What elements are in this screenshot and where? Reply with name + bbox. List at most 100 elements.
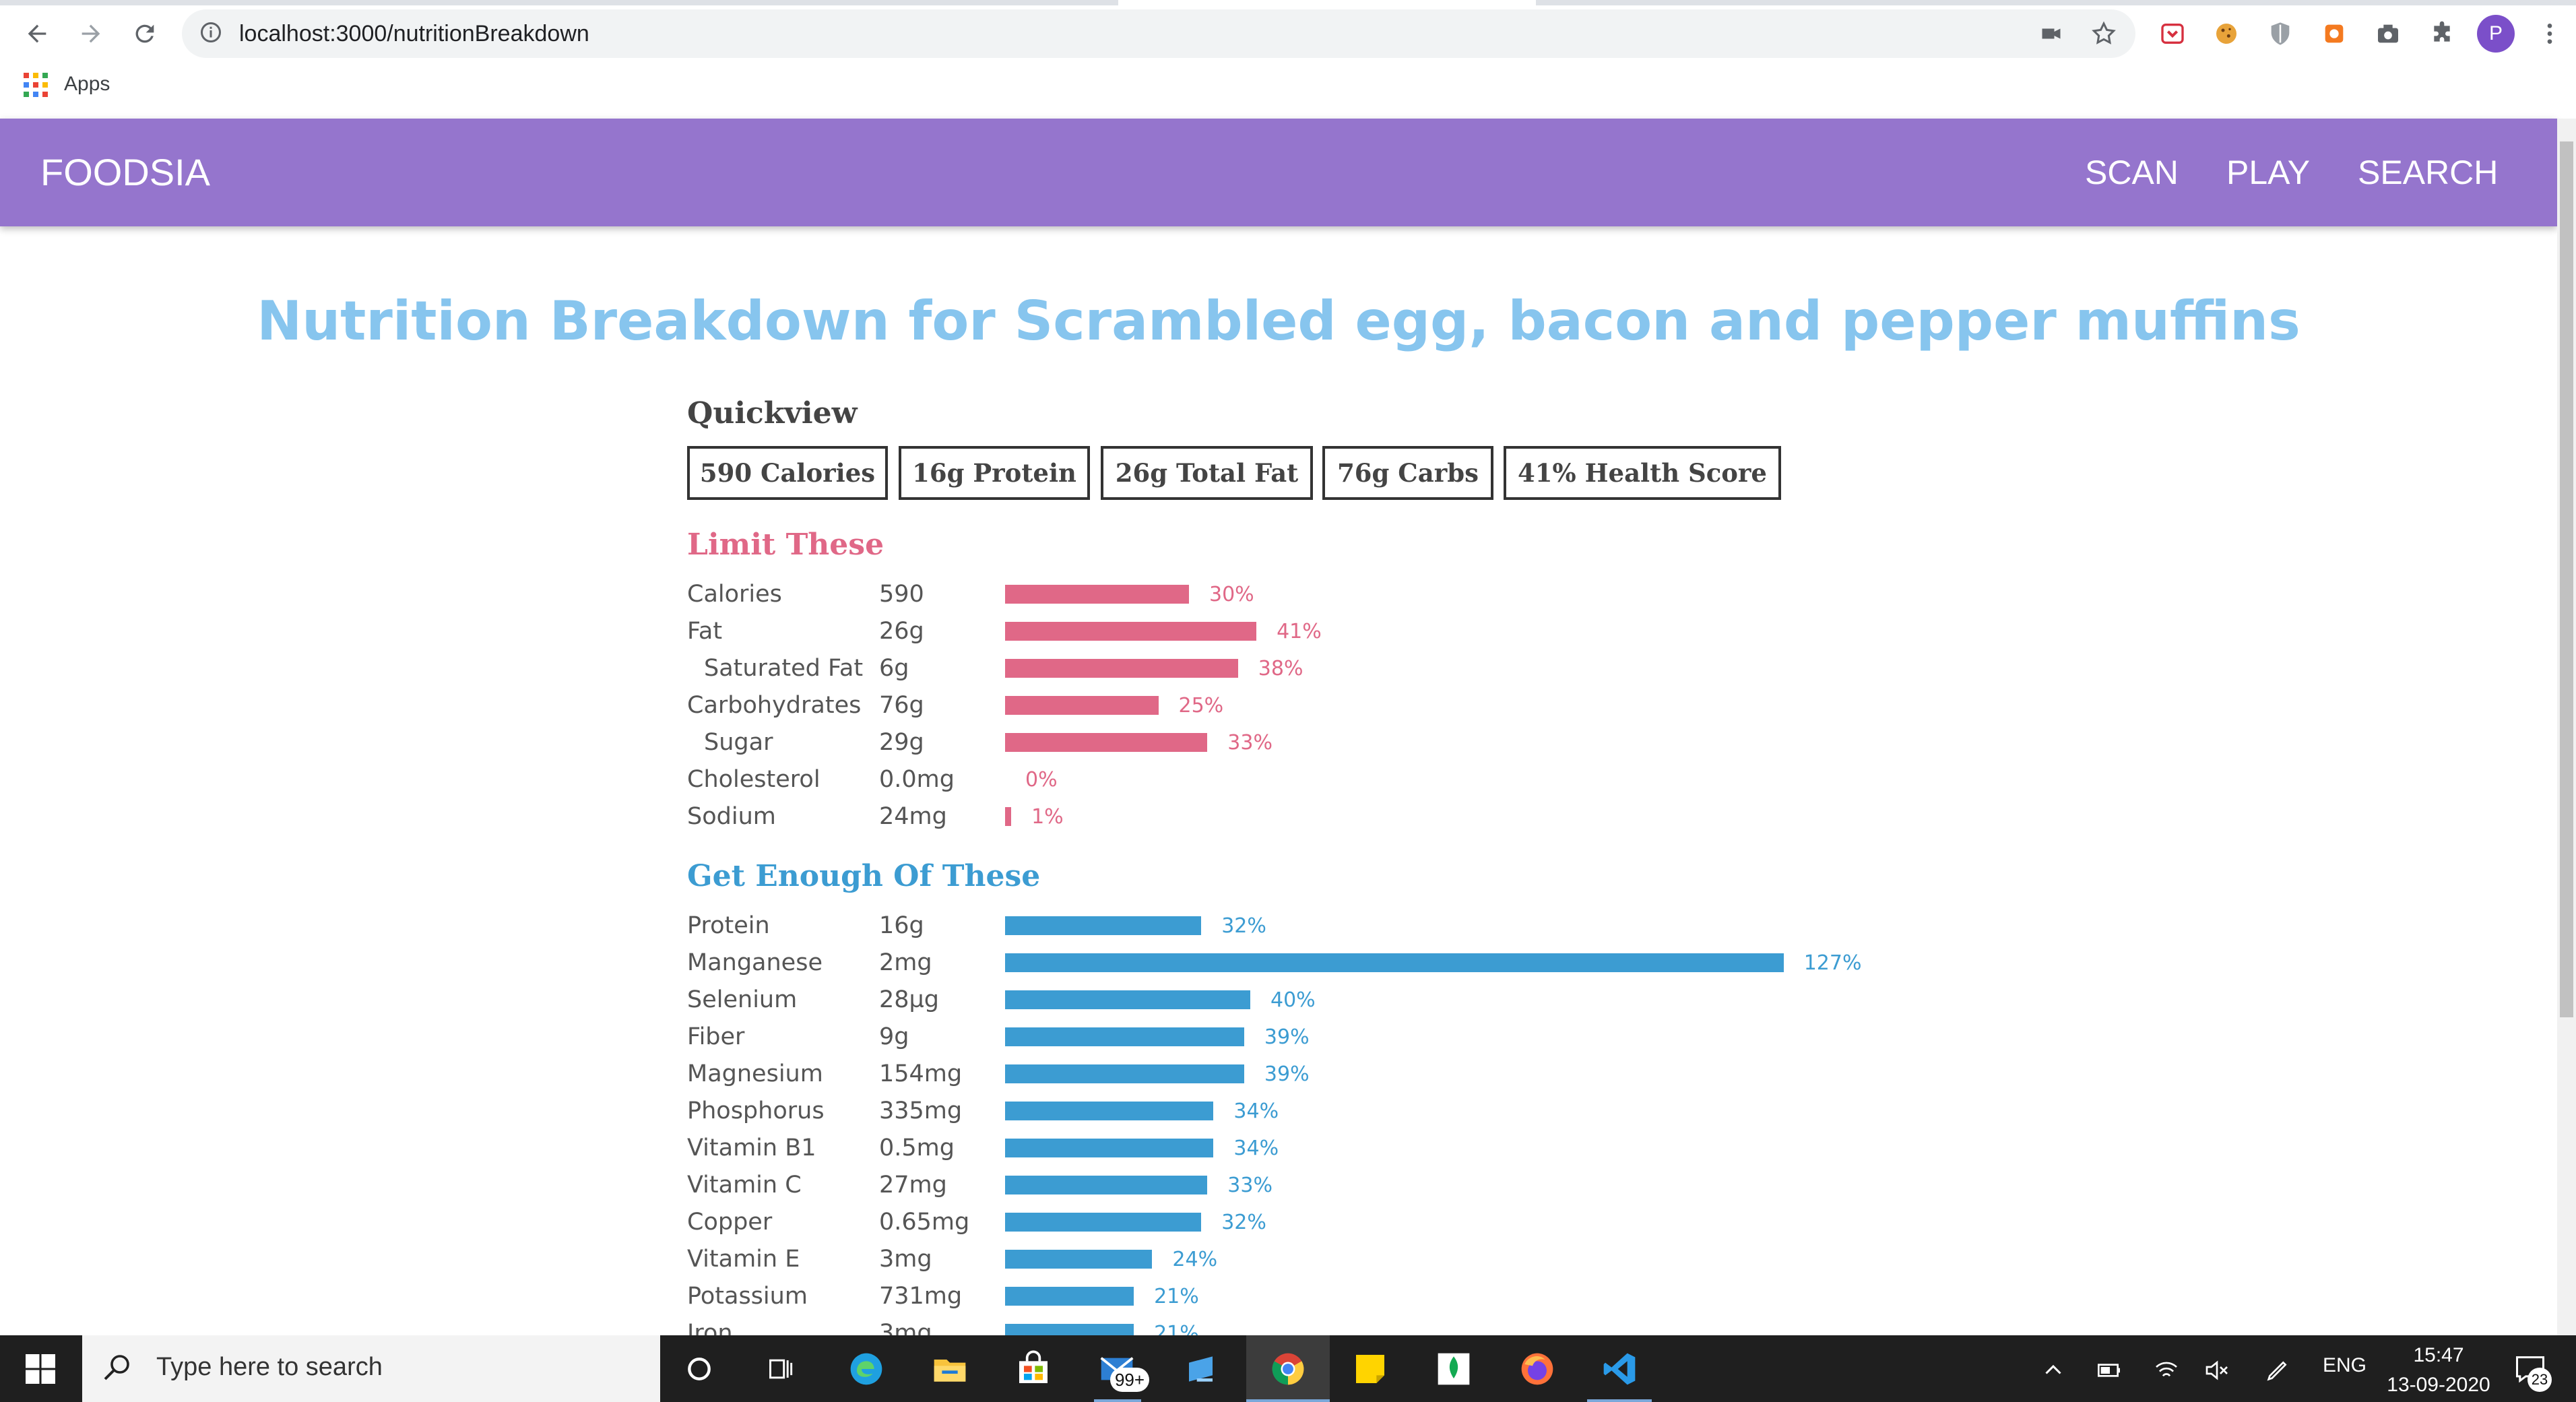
- quickview-calories: 590 Calories: [687, 446, 888, 500]
- nutrient-amount: 16g: [879, 912, 924, 939]
- profile-avatar[interactable]: P: [2477, 15, 2515, 53]
- camera-blocked-icon[interactable]: [2031, 13, 2071, 54]
- nutrient-amount: 2mg: [879, 949, 932, 976]
- scrollbar-thumb[interactable]: [2560, 141, 2573, 1017]
- nutrient-percent-bar: [1005, 990, 1250, 1009]
- nutrient-row: Vitamin E 3mg 24%: [687, 1241, 2034, 1278]
- taskbar-search-placeholder[interactable]: Type here to search: [156, 1353, 383, 1381]
- nutrient-percent-label: 25%: [1178, 694, 1224, 718]
- cookie-extension-icon[interactable]: [2206, 13, 2247, 54]
- nutrient-percent-label: 41%: [1277, 620, 1322, 643]
- nutrient-row: Protein 16g 32%: [687, 907, 2034, 945]
- nutrient-row: Saturated Fat 6g 38%: [687, 650, 2034, 687]
- nutrient-amount: 154mg: [879, 1060, 963, 1087]
- nutrient-percent-label: 38%: [1258, 657, 1303, 680]
- nutrient-name: Vitamin E: [687, 1246, 800, 1273]
- microsoft-store-icon[interactable]: [1008, 1343, 1059, 1395]
- nutrient-percent-bar: [1005, 622, 1257, 641]
- nutrient-amount: 24mg: [879, 803, 947, 830]
- search-icon: [101, 1351, 133, 1386]
- nutrient-percent-label: 0%: [1025, 768, 1058, 792]
- active-tab-edge[interactable]: [1118, 0, 1536, 5]
- nutrient-percent-label: 34%: [1233, 1100, 1279, 1123]
- nutrient-row: Fiber 9g 39%: [687, 1019, 2034, 1056]
- sticky-notes-icon[interactable]: [1345, 1343, 1396, 1395]
- url-text[interactable]: localhost:3000/nutritionBreakdown: [239, 21, 589, 46]
- reload-icon: [135, 24, 154, 43]
- nutrient-row: Vitamin C 27mg 33%: [687, 1167, 2034, 1204]
- battery-icon[interactable]: [2095, 1357, 2125, 1387]
- nutrient-row: Carbohydrates 76g 25%: [687, 687, 2034, 724]
- pocket-extension-icon[interactable]: [2152, 13, 2193, 54]
- vscode-icon[interactable]: [1594, 1343, 1645, 1395]
- edge-browser-icon[interactable]: [841, 1343, 892, 1395]
- tab-strip-edge: [0, 0, 2576, 5]
- nutrient-name: Sodium: [687, 803, 776, 830]
- file-explorer-icon[interactable]: [924, 1343, 975, 1395]
- nav-search[interactable]: SEARCH: [2358, 154, 2499, 191]
- remote-desktop-icon[interactable]: [1178, 1343, 1229, 1395]
- input-language[interactable]: ENG: [2323, 1354, 2367, 1376]
- nutrient-name: Copper: [687, 1209, 773, 1236]
- enough-section-title: Get Enough Of These: [687, 859, 1041, 893]
- nutrient-amount: 0.5mg: [879, 1135, 955, 1161]
- nutrient-percent-bar: [1005, 1102, 1214, 1120]
- orange-extension-icon[interactable]: [2314, 13, 2354, 54]
- cortana-icon[interactable]: [674, 1343, 725, 1395]
- nutrient-row: Sugar 29g 33%: [687, 724, 2034, 761]
- nutrient-amount: 9g: [879, 1023, 909, 1050]
- address-bar[interactable]: [182, 9, 2135, 58]
- action-center-icon[interactable]: [2513, 1351, 2548, 1389]
- nutrient-amount: 28µg: [879, 986, 940, 1013]
- wifi-icon[interactable]: [2152, 1357, 2181, 1387]
- nav-scan[interactable]: SCAN: [2085, 154, 2179, 191]
- shield-extension-icon[interactable]: [2260, 13, 2300, 54]
- nutrient-name: Fat: [687, 618, 723, 645]
- limit-section-title: Limit These: [687, 528, 884, 562]
- mail-badge: 99+: [1110, 1368, 1149, 1392]
- nutrient-name: Magnesium: [687, 1060, 823, 1087]
- pen-workspace-icon[interactable]: [2263, 1357, 2292, 1387]
- extensions-puzzle-icon[interactable]: [2422, 13, 2462, 54]
- browser-menu-icon[interactable]: [2530, 13, 2570, 54]
- nav-play[interactable]: PLAY: [2226, 154, 2311, 191]
- system-clock[interactable]: 15:47 13-09-2020: [2385, 1341, 2492, 1400]
- taskbar-search-box[interactable]: [82, 1335, 660, 1402]
- reload-button[interactable]: [125, 13, 165, 54]
- nutrient-percent-bar: [1005, 585, 1189, 604]
- quickview-carbs: 76g Carbs: [1322, 446, 1493, 500]
- nutrient-percent-label: 33%: [1227, 1174, 1273, 1197]
- nutrient-name: Calories: [687, 581, 782, 608]
- back-button[interactable]: [17, 13, 57, 54]
- mongodb-icon[interactable]: [1428, 1343, 1479, 1395]
- nutrient-percent-bar: [1005, 1176, 1208, 1194]
- nutrient-percent-label: 39%: [1264, 1062, 1310, 1086]
- nutrient-row: Vitamin B1 0.5mg 34%: [687, 1130, 2034, 1167]
- nutrient-percent-label: 1%: [1031, 805, 1064, 829]
- vscode-running-indicator: [1587, 1399, 1652, 1402]
- forward-button[interactable]: [71, 13, 111, 54]
- firefox-icon[interactable]: [1512, 1343, 1563, 1395]
- chrome-icon[interactable]: [1262, 1343, 1314, 1395]
- windows-start-icon[interactable]: [15, 1343, 66, 1395]
- nutrient-name: Sugar: [704, 729, 773, 756]
- nutrient-percent-bar: [1005, 807, 1012, 826]
- site-info-icon[interactable]: [199, 20, 223, 47]
- clock-time: 15:47: [2413, 1344, 2464, 1366]
- task-view-icon[interactable]: [756, 1343, 807, 1395]
- tray-overflow-chevron-icon[interactable]: [2041, 1358, 2065, 1385]
- screenshot-extension-icon[interactable]: [2368, 13, 2408, 54]
- nutrient-name: Vitamin B1: [687, 1135, 816, 1161]
- apps-bookmark[interactable]: Apps: [64, 73, 110, 95]
- nutrient-amount: 6g: [879, 655, 909, 682]
- nutrient-percent-bar: [1005, 1250, 1153, 1269]
- nutrient-amount: 590: [879, 581, 924, 608]
- apps-grid-icon[interactable]: [24, 73, 48, 100]
- volume-muted-icon[interactable]: [2203, 1357, 2231, 1387]
- nutrient-percent-bar: [1005, 1027, 1244, 1046]
- brand-logo[interactable]: FOODSIA: [40, 151, 211, 193]
- nutrient-percent-bar: [1005, 696, 1159, 715]
- bookmark-star-icon[interactable]: [2084, 13, 2124, 54]
- nutrient-percent-bar: [1005, 953, 1784, 972]
- nutrient-name: Selenium: [687, 986, 798, 1013]
